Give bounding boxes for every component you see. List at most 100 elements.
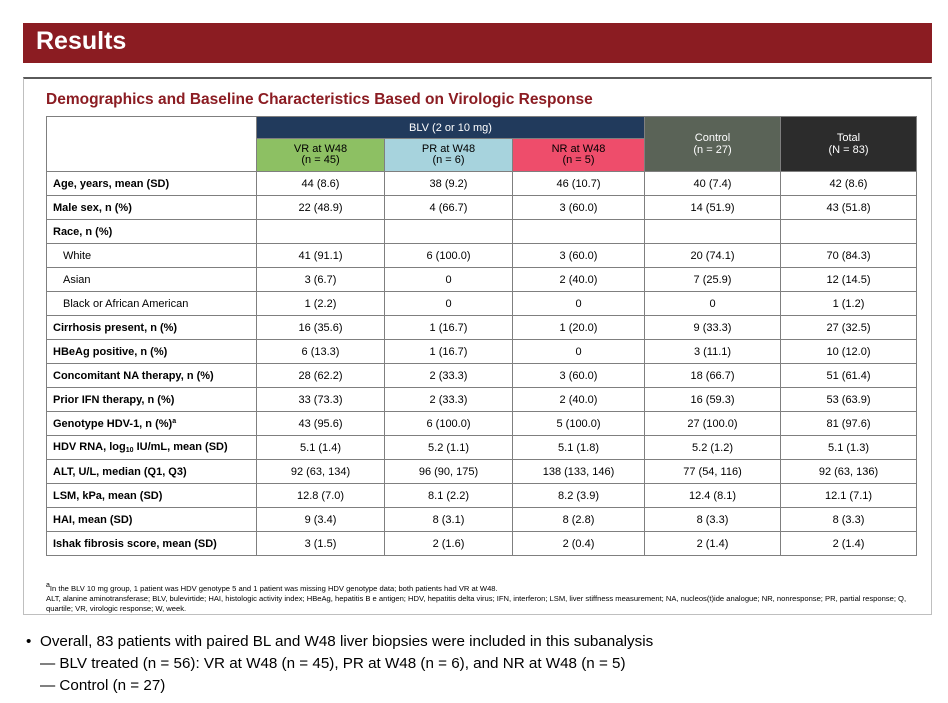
column-header-label: Control <box>694 132 731 144</box>
cell-total: 81 (97.6) <box>780 411 917 436</box>
cell-total: 12.1 (7.1) <box>780 483 917 508</box>
cell-nr: 3 (60.0) <box>512 363 645 388</box>
table-row: Genotype HDV-1, n (%)a 43 (95.6) 6 (100.… <box>46 411 917 436</box>
cell-nr: 3 (60.0) <box>512 243 645 268</box>
cell-vr: 12.8 (7.0) <box>256 483 385 508</box>
cell-vr: 92 (63, 134) <box>256 459 385 484</box>
column-header-nr: NR at W48 (n = 5) <box>512 138 645 172</box>
table-row: Prior IFN therapy, n (%) 33 (73.3) 2 (33… <box>46 387 917 412</box>
cell-pr: 0 <box>384 267 513 292</box>
cell-pr: 38 (9.2) <box>384 171 513 196</box>
footnote-a-text: In the BLV 10 mg group, 1 patient was HD… <box>49 584 498 593</box>
cell-pr: 8.1 (2.2) <box>384 483 513 508</box>
footnotes: aIn the BLV 10 mg group, 1 patient was H… <box>46 581 926 614</box>
footnote-marker: a <box>46 582 50 589</box>
footnote-a: aIn the BLV 10 mg group, 1 patient was H… <box>46 581 926 594</box>
column-header-label: Total <box>836 132 861 144</box>
column-header-label: VR at W48 <box>293 143 348 155</box>
cell-control: 0 <box>644 291 781 316</box>
cell-control: 18 (66.7) <box>644 363 781 388</box>
cell-nr: 2 (40.0) <box>512 387 645 412</box>
cell-pr: 6 (100.0) <box>384 411 513 436</box>
cell-nr: 0 <box>512 291 645 316</box>
cell-pr: 2 (33.3) <box>384 387 513 412</box>
table-row: HDV RNA, log10 IU/mL, mean (SD) 5.1 (1.4… <box>46 435 917 460</box>
cell-total <box>780 219 917 244</box>
bullet-list: • Overall, 83 patients with paired BL and… <box>26 631 653 697</box>
cell-vr: 43 (95.6) <box>256 411 385 436</box>
cell-control: 2 (1.4) <box>644 531 781 556</box>
column-header-n: (n = 5) <box>562 154 595 166</box>
table-corner-cell <box>46 116 257 172</box>
row-label: Genotype HDV-1, n (%)a <box>46 411 257 436</box>
cell-total: 1 (1.2) <box>780 291 917 316</box>
footnote-abbreviations: ALT, alanine aminotransferase; BLV, bule… <box>46 594 907 613</box>
cell-pr: 1 (16.7) <box>384 339 513 364</box>
cell-pr: 2 (33.3) <box>384 363 513 388</box>
cell-control: 40 (7.4) <box>644 171 781 196</box>
column-header-total: Total (N = 83) <box>780 116 917 172</box>
table-group-header-row: BLV (2 or 10 mg) Control (n = 27) Total … <box>46 116 917 172</box>
cell-total: 70 (84.3) <box>780 243 917 268</box>
cell-nr: 0 <box>512 339 645 364</box>
row-label-text: HDV RNA, log <box>53 441 126 453</box>
cell-control: 5.2 (1.2) <box>644 435 781 460</box>
column-header-n: (n = 6) <box>432 154 465 166</box>
row-label: Ishak fibrosis score, mean (SD) <box>46 531 257 556</box>
cell-nr: 8 (2.8) <box>512 507 645 532</box>
cell-total: 10 (12.0) <box>780 339 917 364</box>
row-label: Male sex, n (%) <box>46 195 257 220</box>
cell-control: 12.4 (8.1) <box>644 483 781 508</box>
table-row: Ishak fibrosis score, mean (SD) 3 (1.5) … <box>46 531 917 556</box>
cell-pr: 4 (66.7) <box>384 195 513 220</box>
row-label-subscript: 10 <box>125 447 134 454</box>
cell-pr: 5.2 (1.1) <box>384 435 513 460</box>
table-row: Asian 3 (6.7) 0 2 (40.0) 7 (25.9) 12 (14… <box>46 267 917 292</box>
column-header-label: PR at W48 <box>421 143 476 155</box>
demographics-table: BLV (2 or 10 mg) Control (n = 27) Total … <box>46 116 917 556</box>
row-label: Cirrhosis present, n (%) <box>46 315 257 340</box>
table-row: Cirrhosis present, n (%) 16 (35.6) 1 (16… <box>46 315 917 340</box>
cell-control: 14 (51.9) <box>644 195 781 220</box>
cell-pr: 6 (100.0) <box>384 243 513 268</box>
cell-vr: 41 (91.1) <box>256 243 385 268</box>
table-row: Black or African American 1 (2.2) 0 0 0 … <box>46 291 917 316</box>
table-row: Age, years, mean (SD) 44 (8.6) 38 (9.2) … <box>46 171 917 196</box>
row-label: Concomitant NA therapy, n (%) <box>46 363 257 388</box>
cell-total: 51 (61.4) <box>780 363 917 388</box>
cell-nr: 3 (60.0) <box>512 195 645 220</box>
cell-vr: 3 (6.7) <box>256 267 385 292</box>
cell-pr <box>384 219 513 244</box>
table-title: Demographics and Baseline Characteristic… <box>46 91 593 108</box>
cell-vr: 5.1 (1.4) <box>256 435 385 460</box>
cell-nr: 2 (0.4) <box>512 531 645 556</box>
column-header-n: (n = 45) <box>301 154 340 166</box>
table-row: Male sex, n (%) 22 (48.9) 4 (66.7) 3 (60… <box>46 195 917 220</box>
cell-total: 92 (63, 136) <box>780 459 917 484</box>
column-header-control: Control (n = 27) <box>644 116 781 172</box>
row-label: Prior IFN therapy, n (%) <box>46 387 257 412</box>
column-header-pr: PR at W48 (n = 6) <box>384 138 513 172</box>
cell-vr: 6 (13.3) <box>256 339 385 364</box>
column-header-n: (N = 83) <box>828 144 869 156</box>
table-row: Concomitant NA therapy, n (%) 28 (62.2) … <box>46 363 917 388</box>
cell-vr: 9 (3.4) <box>256 507 385 532</box>
cell-pr: 1 (16.7) <box>384 315 513 340</box>
cell-total: 43 (51.8) <box>780 195 917 220</box>
cell-nr: 5.1 (1.8) <box>512 435 645 460</box>
cell-nr: 46 (10.7) <box>512 171 645 196</box>
cell-vr: 3 (1.5) <box>256 531 385 556</box>
row-label: ALT, U/L, median (Q1, Q3) <box>46 459 257 484</box>
table-row: HAI, mean (SD) 9 (3.4) 8 (3.1) 8 (2.8) 8… <box>46 507 917 532</box>
cell-total: 53 (63.9) <box>780 387 917 412</box>
bullet-sub: — BLV treated (n = 56): VR at W48 (n = 4… <box>40 655 626 672</box>
title-bar: Results <box>23 23 932 63</box>
cell-total: 12 (14.5) <box>780 267 917 292</box>
footnote-marker: a <box>172 417 177 425</box>
bullet-sub: — Control (n = 27) <box>40 677 166 694</box>
blv-group-header: BLV (2 or 10 mg) <box>256 116 645 139</box>
cell-control: 77 (54, 116) <box>644 459 781 484</box>
cell-pr: 2 (1.6) <box>384 531 513 556</box>
row-label: Race, n (%) <box>46 219 257 244</box>
cell-nr <box>512 219 645 244</box>
